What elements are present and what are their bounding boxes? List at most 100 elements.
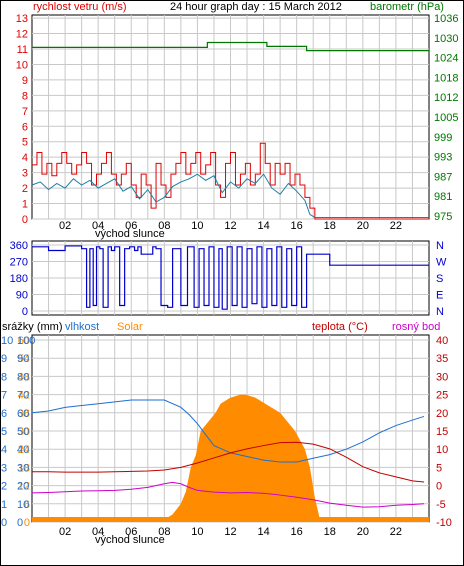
sunrise-label-bottom: východ slunce bbox=[95, 534, 165, 546]
x-tick-label: 14 bbox=[257, 220, 269, 232]
humidity-tick-label: 0 bbox=[17, 517, 23, 529]
x-tick-label: 18 bbox=[324, 526, 336, 538]
solar-tick-label: 54 bbox=[18, 353, 30, 365]
x-tick-label: 12 bbox=[224, 526, 236, 538]
x-tick-label: 20 bbox=[357, 526, 369, 538]
temperature-line bbox=[32, 441, 425, 483]
pressure-tick-label: 999 bbox=[434, 132, 452, 144]
rain-tick-label: 1 bbox=[1, 499, 7, 511]
x-tick-label: 08 bbox=[158, 220, 170, 232]
pressure-tick-label: 981 bbox=[434, 191, 452, 203]
wind-tick-label: 10 bbox=[16, 59, 28, 71]
pressure-tick-label: 993 bbox=[434, 152, 452, 164]
rain-axis-label: srážky (mm) bbox=[2, 321, 63, 333]
temperature-tick-label: 10 bbox=[436, 444, 448, 456]
direction-tick-label: 180 bbox=[10, 273, 28, 285]
wind-tick-label: 1 bbox=[22, 199, 28, 211]
wind-tick-label: 13 bbox=[16, 13, 28, 25]
pressure-line bbox=[32, 41, 429, 52]
solar-tick-label: 60 bbox=[18, 335, 30, 347]
solar-tick-label: 30 bbox=[18, 426, 30, 438]
rain-tick-label: 6 bbox=[1, 408, 7, 420]
temperature-tick-label: 15 bbox=[436, 426, 448, 438]
temperature-tick-label: -10 bbox=[436, 517, 452, 529]
pressure-tick-label: 1018 bbox=[434, 72, 458, 84]
x-tick-label: 04 bbox=[92, 526, 104, 538]
wind-tick-label: 5 bbox=[22, 137, 28, 149]
direction-tick-label: 360 bbox=[10, 240, 28, 252]
dewpoint-axis-label: rosný bod bbox=[392, 321, 440, 333]
rain-bar bbox=[32, 517, 429, 522]
solar-tick-label: 24 bbox=[18, 444, 30, 456]
pressure-tick-label: 1012 bbox=[434, 92, 458, 104]
x-tick-label: 18 bbox=[324, 220, 336, 232]
wind-tick-label: 12 bbox=[16, 29, 28, 41]
pressure-tick-label: 987 bbox=[434, 171, 452, 183]
wind-tick-label: 7 bbox=[22, 106, 28, 118]
humidity-tick-label: 100 bbox=[17, 335, 35, 347]
temperature-tick-label: 30 bbox=[436, 371, 448, 383]
x-tick-label: 14 bbox=[257, 526, 269, 538]
rain-tick-label: 10 bbox=[1, 335, 13, 347]
direction-tick-label: 0 bbox=[22, 306, 28, 318]
x-tick-label: 10 bbox=[191, 526, 203, 538]
rain-tick-label: 2 bbox=[1, 481, 7, 493]
chart-title: 24 hour graph day : 15 March 2012 bbox=[170, 1, 342, 13]
rain-tick-label: 7 bbox=[1, 390, 7, 402]
solar-tick-label: 36 bbox=[18, 408, 30, 420]
humidity-tick-label: 70 bbox=[17, 390, 29, 402]
wind-speed-line bbox=[32, 142, 429, 220]
x-tick-label: 22 bbox=[390, 526, 402, 538]
humidity-tick-label: 90 bbox=[17, 353, 29, 365]
solar-tick-label: 12 bbox=[18, 481, 30, 493]
humidity-tick-label: 20 bbox=[17, 481, 29, 493]
compass-label: N bbox=[436, 306, 444, 318]
wind-tick-label: 8 bbox=[22, 90, 28, 102]
humidity-tick-label: 40 bbox=[17, 444, 29, 456]
wind-tick-label: 2 bbox=[22, 183, 28, 195]
humidity-line bbox=[31, 399, 425, 463]
humidity-tick-label: 80 bbox=[17, 371, 29, 383]
compass-label: N bbox=[436, 240, 444, 252]
x-tick-label: 06 bbox=[125, 526, 137, 538]
pressure-axis-label: barometr (hPa) bbox=[370, 1, 444, 13]
wind-tick-label: 6 bbox=[22, 121, 28, 133]
rain-tick-label: 9 bbox=[1, 353, 7, 365]
x-tick-label: 16 bbox=[291, 526, 303, 538]
x-tick-label: 02 bbox=[59, 526, 71, 538]
wind-tick-label: 3 bbox=[22, 168, 28, 180]
rain-tick-label: 3 bbox=[1, 462, 7, 474]
temperature-tick-label: -5 bbox=[436, 499, 446, 511]
wind-tick-label: 11 bbox=[17, 44, 28, 56]
humidity-tick-label: 30 bbox=[17, 462, 29, 474]
compass-label: E bbox=[436, 290, 443, 302]
direction-tick-label: 270 bbox=[10, 257, 28, 269]
wind-axis-label: rychlost vetru (m/s) bbox=[33, 1, 127, 13]
pressure-tick-label: 1024 bbox=[434, 53, 458, 65]
temperature-tick-label: 35 bbox=[436, 353, 448, 365]
temperature-tick-label: 5 bbox=[436, 462, 442, 474]
solar-tick-label: 18 bbox=[18, 462, 30, 474]
x-tick-label: 10 bbox=[191, 220, 203, 232]
solar-tick-label: 0 bbox=[24, 517, 30, 529]
solar-tick-label: 42 bbox=[18, 390, 30, 402]
wind-average-line bbox=[31, 173, 429, 218]
temperature-axis-label: teplota (°C) bbox=[312, 321, 368, 333]
direction-tick-label: 90 bbox=[16, 290, 28, 302]
humidity-tick-label: 50 bbox=[17, 426, 29, 438]
rain-tick-label: 0 bbox=[1, 517, 7, 529]
wind-tick-label: 9 bbox=[22, 75, 28, 87]
humidity-axis-label: vlhkost bbox=[65, 321, 99, 333]
temperature-tick-label: 20 bbox=[436, 408, 448, 420]
sunrise-label-top: východ slunce bbox=[95, 228, 165, 240]
wind-tick-label: 0 bbox=[22, 214, 28, 226]
wind-tick-label: 4 bbox=[22, 152, 28, 164]
wind-chart: 0123456789101112139759819879939991005101… bbox=[16, 13, 459, 232]
pressure-tick-label: 1030 bbox=[434, 33, 458, 45]
dewpoint-line bbox=[31, 481, 425, 508]
rain-tick-label: 5 bbox=[1, 426, 7, 438]
x-tick-label: 04 bbox=[92, 220, 104, 232]
compass-label: S bbox=[436, 273, 443, 285]
rain-tick-label: 4 bbox=[1, 444, 7, 456]
